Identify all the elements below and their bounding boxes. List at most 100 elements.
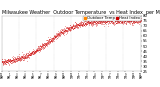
Point xyxy=(83,22,86,23)
Point xyxy=(139,20,142,22)
Point xyxy=(114,20,116,22)
Point xyxy=(42,44,45,46)
Point xyxy=(79,22,81,23)
Point xyxy=(92,24,94,25)
Point xyxy=(30,54,33,55)
Point xyxy=(8,60,10,61)
Point xyxy=(84,23,87,24)
Point xyxy=(24,56,27,58)
Point xyxy=(74,25,77,27)
Point xyxy=(86,21,89,22)
Point xyxy=(3,58,6,59)
Point xyxy=(104,21,106,22)
Point xyxy=(104,20,107,21)
Point xyxy=(63,29,66,30)
Point xyxy=(27,53,29,54)
Point xyxy=(56,34,59,35)
Point xyxy=(86,23,88,25)
Point xyxy=(60,31,63,33)
Point xyxy=(51,40,54,42)
Point xyxy=(65,33,68,34)
Point xyxy=(13,62,16,63)
Point xyxy=(92,21,94,22)
Point xyxy=(12,61,14,63)
Point xyxy=(8,60,11,62)
Point xyxy=(71,27,73,29)
Point xyxy=(38,47,41,48)
Point xyxy=(112,21,115,23)
Point xyxy=(104,21,107,22)
Point xyxy=(117,21,120,23)
Point xyxy=(51,37,53,39)
Point xyxy=(62,32,65,34)
Point xyxy=(118,18,120,20)
Point xyxy=(97,20,100,22)
Point xyxy=(28,55,31,56)
Point xyxy=(61,31,64,32)
Point xyxy=(29,52,32,54)
Point xyxy=(119,21,121,22)
Point xyxy=(48,42,51,43)
Point xyxy=(134,21,136,22)
Point xyxy=(104,20,106,22)
Point xyxy=(94,21,96,23)
Point xyxy=(73,27,75,28)
Point xyxy=(27,55,30,56)
Point xyxy=(109,19,111,20)
Point xyxy=(74,25,76,26)
Point xyxy=(3,61,5,62)
Point xyxy=(138,19,140,21)
Point xyxy=(35,50,37,52)
Point xyxy=(91,21,93,22)
Point xyxy=(74,24,76,26)
Point xyxy=(70,29,73,30)
Point xyxy=(3,63,5,64)
Point xyxy=(26,54,29,56)
Point xyxy=(8,60,11,61)
Point xyxy=(24,54,26,56)
Point xyxy=(65,27,68,28)
Point xyxy=(120,21,123,22)
Point xyxy=(72,25,74,26)
Point xyxy=(20,59,22,60)
Point xyxy=(45,42,48,44)
Point xyxy=(55,35,58,37)
Point xyxy=(11,62,14,64)
Point xyxy=(99,21,101,23)
Point xyxy=(13,60,15,62)
Point xyxy=(105,20,108,21)
Point xyxy=(121,22,123,23)
Point xyxy=(131,19,134,20)
Point xyxy=(49,39,52,41)
Point xyxy=(100,20,102,22)
Point xyxy=(84,22,87,23)
Point xyxy=(53,37,56,38)
Point xyxy=(119,17,122,18)
Point xyxy=(134,20,137,21)
Point xyxy=(57,35,60,36)
Point xyxy=(15,60,18,61)
Point xyxy=(82,23,85,24)
Point xyxy=(83,21,85,23)
Point xyxy=(134,19,136,20)
Point xyxy=(83,24,85,25)
Point xyxy=(109,19,111,20)
Point xyxy=(12,58,14,59)
Point xyxy=(15,58,17,60)
Point xyxy=(83,22,86,23)
Point xyxy=(137,20,139,22)
Point xyxy=(67,29,69,30)
Point xyxy=(17,59,19,61)
Point xyxy=(55,36,58,37)
Point xyxy=(5,61,7,63)
Point xyxy=(57,34,60,36)
Point xyxy=(131,21,134,22)
Point xyxy=(13,59,15,60)
Point xyxy=(22,59,24,60)
Point xyxy=(81,23,84,25)
Point xyxy=(106,21,109,22)
Point xyxy=(22,58,25,59)
Point xyxy=(85,23,88,25)
Point xyxy=(89,21,92,22)
Point xyxy=(77,27,79,28)
